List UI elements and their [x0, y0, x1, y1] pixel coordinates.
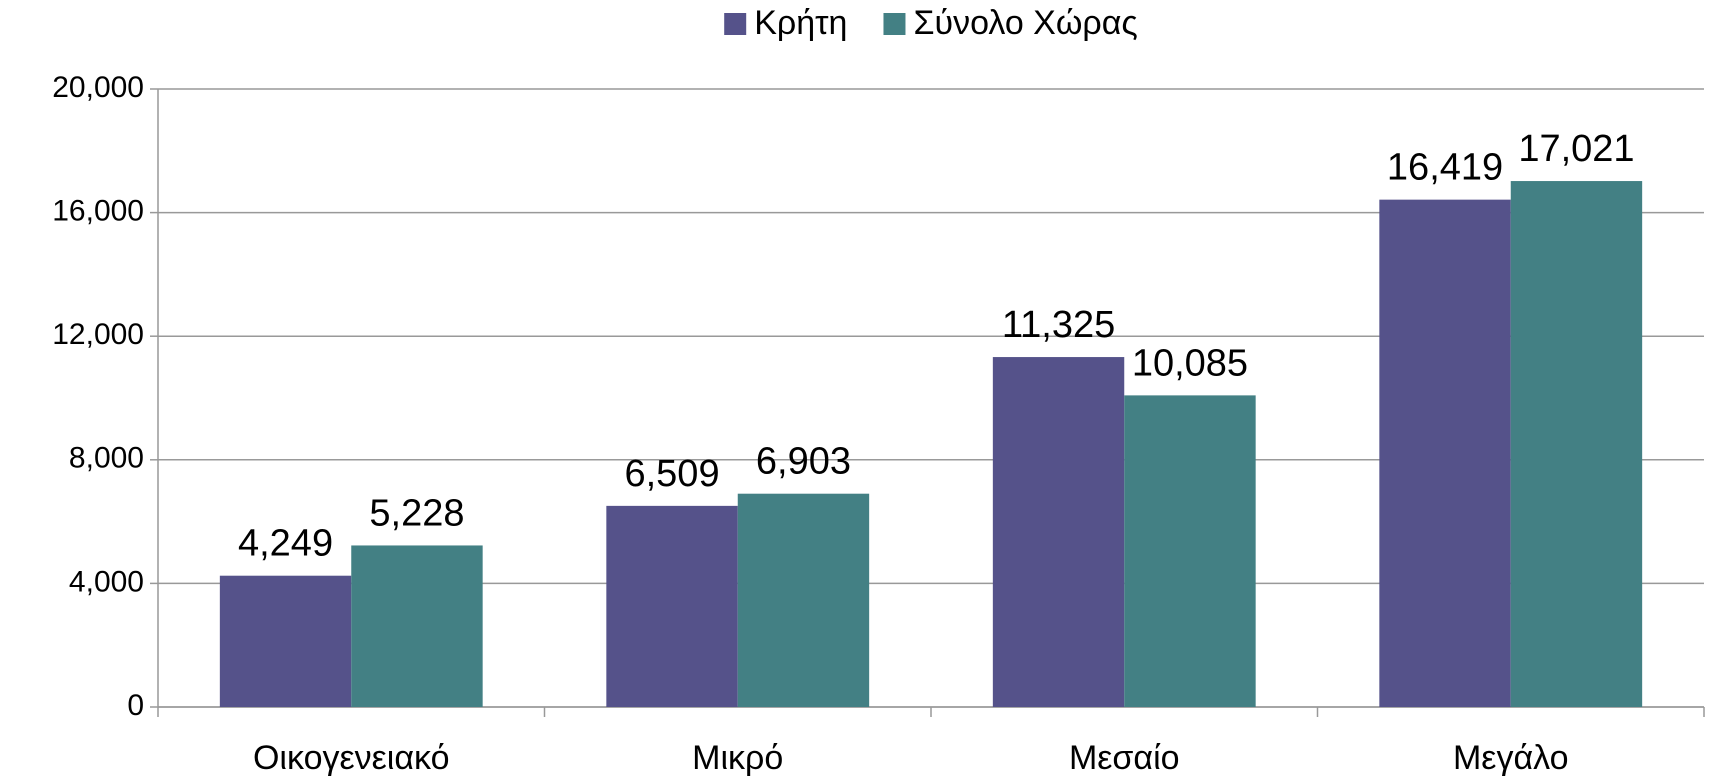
y-tick-label: 12,000 [52, 318, 144, 351]
legend-label: Κρήτη [754, 4, 847, 42]
data-label: 4,249 [238, 523, 333, 565]
x-tick-label: Μεγάλο [1453, 739, 1569, 777]
data-label: 10,085 [1132, 342, 1248, 384]
y-tick-label: 0 [127, 689, 144, 722]
data-label: 5,228 [369, 492, 464, 534]
y-tick-label: 16,000 [52, 195, 144, 228]
y-tick-label: 20,000 [52, 71, 144, 104]
data-label: 16,419 [1387, 147, 1503, 189]
bar [1124, 395, 1256, 707]
data-label: 17,021 [1518, 128, 1634, 170]
legend-swatch [724, 13, 747, 35]
y-tick-label: 4,000 [69, 565, 144, 598]
bar [992, 357, 1125, 707]
data-label: 6,509 [624, 453, 719, 495]
legend-label: Σύνολο Χώρας [913, 4, 1137, 42]
data-label: 6,903 [756, 441, 851, 483]
x-tick-label: Μεσαίο [1069, 739, 1180, 777]
bar [351, 545, 483, 707]
data-label: 11,325 [1002, 304, 1115, 346]
bar [219, 575, 352, 707]
legend-swatch [883, 13, 906, 35]
y-tick-label: 8,000 [69, 442, 144, 475]
bar [737, 493, 870, 707]
x-tick-label: Οικογενειακό [253, 739, 450, 777]
bar [606, 505, 738, 707]
bar [1510, 181, 1643, 708]
x-tick-label: Μικρό [692, 739, 783, 777]
bar [1379, 199, 1511, 707]
